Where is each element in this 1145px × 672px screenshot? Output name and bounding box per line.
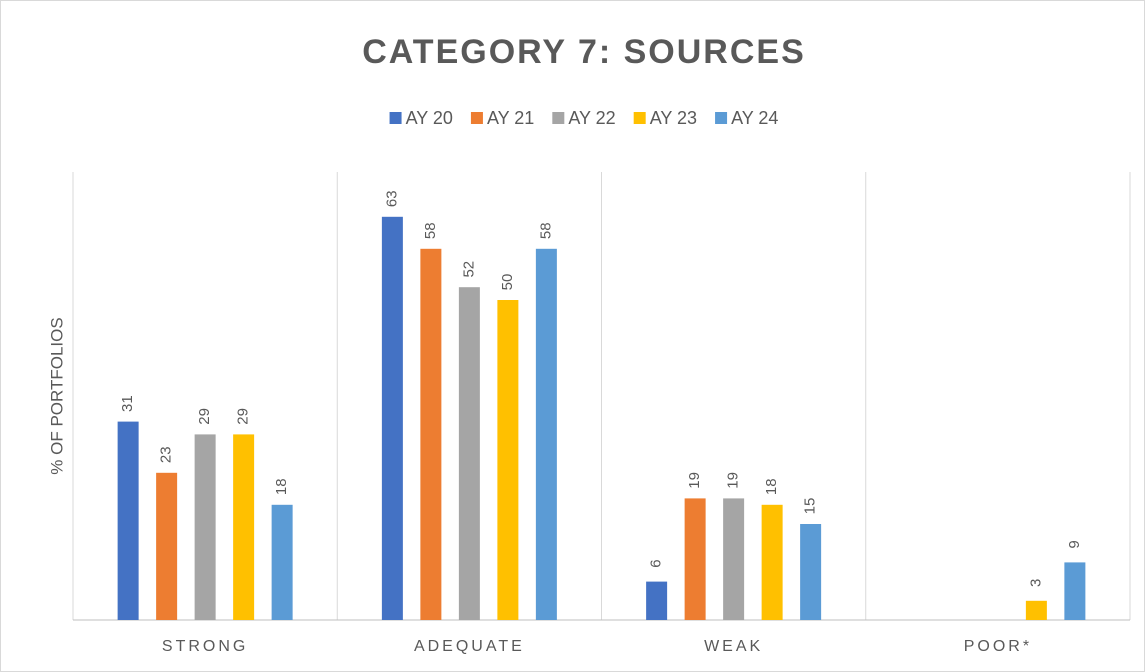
bar: [723, 498, 745, 620]
data-label: 19: [686, 472, 703, 489]
bar: [117, 421, 139, 620]
data-label: 19: [725, 472, 742, 489]
legend-swatch: [470, 112, 483, 124]
legend-label: AY 23: [650, 108, 697, 128]
data-label: 52: [460, 261, 477, 278]
data-label: 9: [1066, 540, 1083, 548]
bar: [646, 581, 668, 620]
bar: [271, 504, 293, 620]
bar: [420, 248, 442, 621]
bar: [684, 498, 706, 620]
data-label: 58: [422, 222, 439, 239]
bar: [535, 248, 557, 621]
chart-title: CATEGORY 7: SOURCES: [362, 33, 806, 71]
bar: [194, 434, 216, 620]
legend-label: AY 24: [731, 108, 778, 128]
data-label: 3: [1027, 579, 1044, 587]
data-label: 6: [648, 559, 665, 567]
data-label: 63: [383, 190, 400, 207]
bar: [1025, 600, 1047, 620]
data-label: 18: [763, 478, 780, 495]
legend-label: AY 22: [568, 108, 615, 128]
bar: [761, 504, 783, 620]
legend-swatch: [552, 112, 565, 124]
x-tick-label: STRONG: [162, 638, 248, 655]
legend-swatch: [633, 112, 646, 124]
x-tick-label: ADEQUATE: [414, 638, 525, 655]
data-label: 31: [119, 395, 136, 412]
data-label: 23: [158, 446, 175, 463]
legend-label: AY 20: [406, 108, 453, 128]
bar: [233, 434, 255, 620]
bar: [1064, 562, 1086, 620]
y-axis-label: % OF PORTFOLIOS: [47, 317, 66, 474]
data-label: 58: [537, 222, 554, 239]
x-tick-label: POOR*: [964, 638, 1032, 655]
data-label: 29: [196, 408, 213, 425]
data-label: 50: [499, 274, 516, 291]
bar: [800, 524, 822, 620]
data-label: 29: [235, 408, 252, 425]
x-tick-label: WEAK: [704, 638, 763, 655]
legend-label: AY 21: [487, 108, 534, 128]
legend-swatch: [389, 112, 402, 124]
bar: [381, 216, 403, 621]
data-label: 18: [273, 478, 290, 495]
bar: [497, 300, 519, 620]
bar: [458, 287, 480, 620]
legend-swatch: [715, 112, 728, 124]
bar: [156, 472, 178, 620]
data-label: 15: [802, 498, 819, 515]
